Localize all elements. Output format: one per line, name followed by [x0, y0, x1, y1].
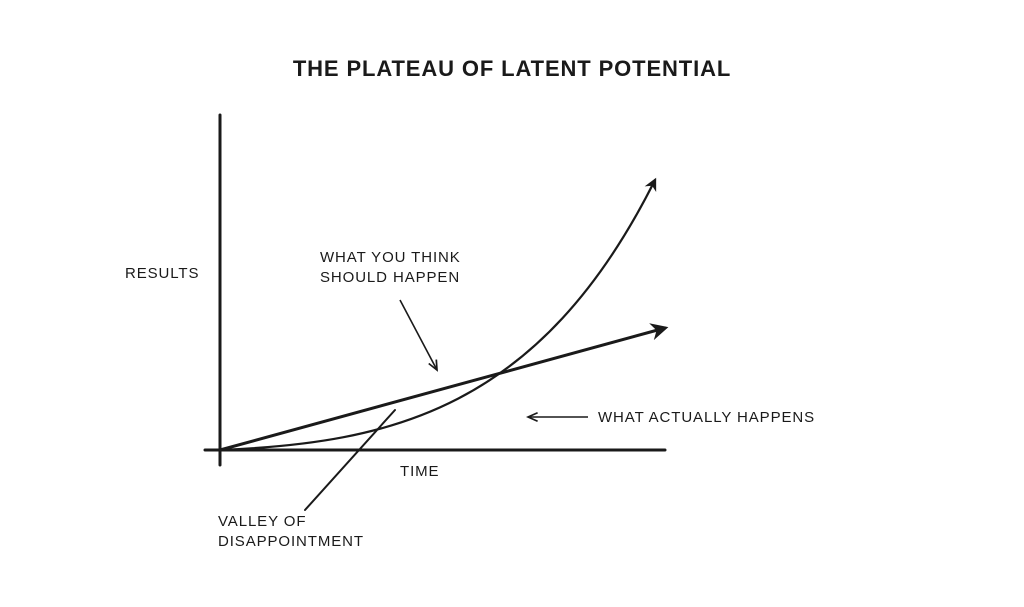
label-valley-of-disappointment: VALLEY OF DISAPPOINTMENT	[218, 512, 364, 551]
expectation-line	[220, 328, 665, 450]
pointer-think-arrow	[400, 300, 437, 370]
pointer-valley-line	[305, 410, 395, 510]
y-axis-label: RESULTS	[125, 264, 199, 284]
plateau-chart	[0, 0, 1024, 607]
label-what-actually-happens: WHAT ACTUALLY HAPPENS	[598, 408, 815, 428]
x-axis-label: TIME	[400, 462, 439, 482]
label-what-you-think: WHAT YOU THINK SHOULD HAPPEN	[320, 248, 461, 287]
reality-curve	[220, 180, 655, 450]
